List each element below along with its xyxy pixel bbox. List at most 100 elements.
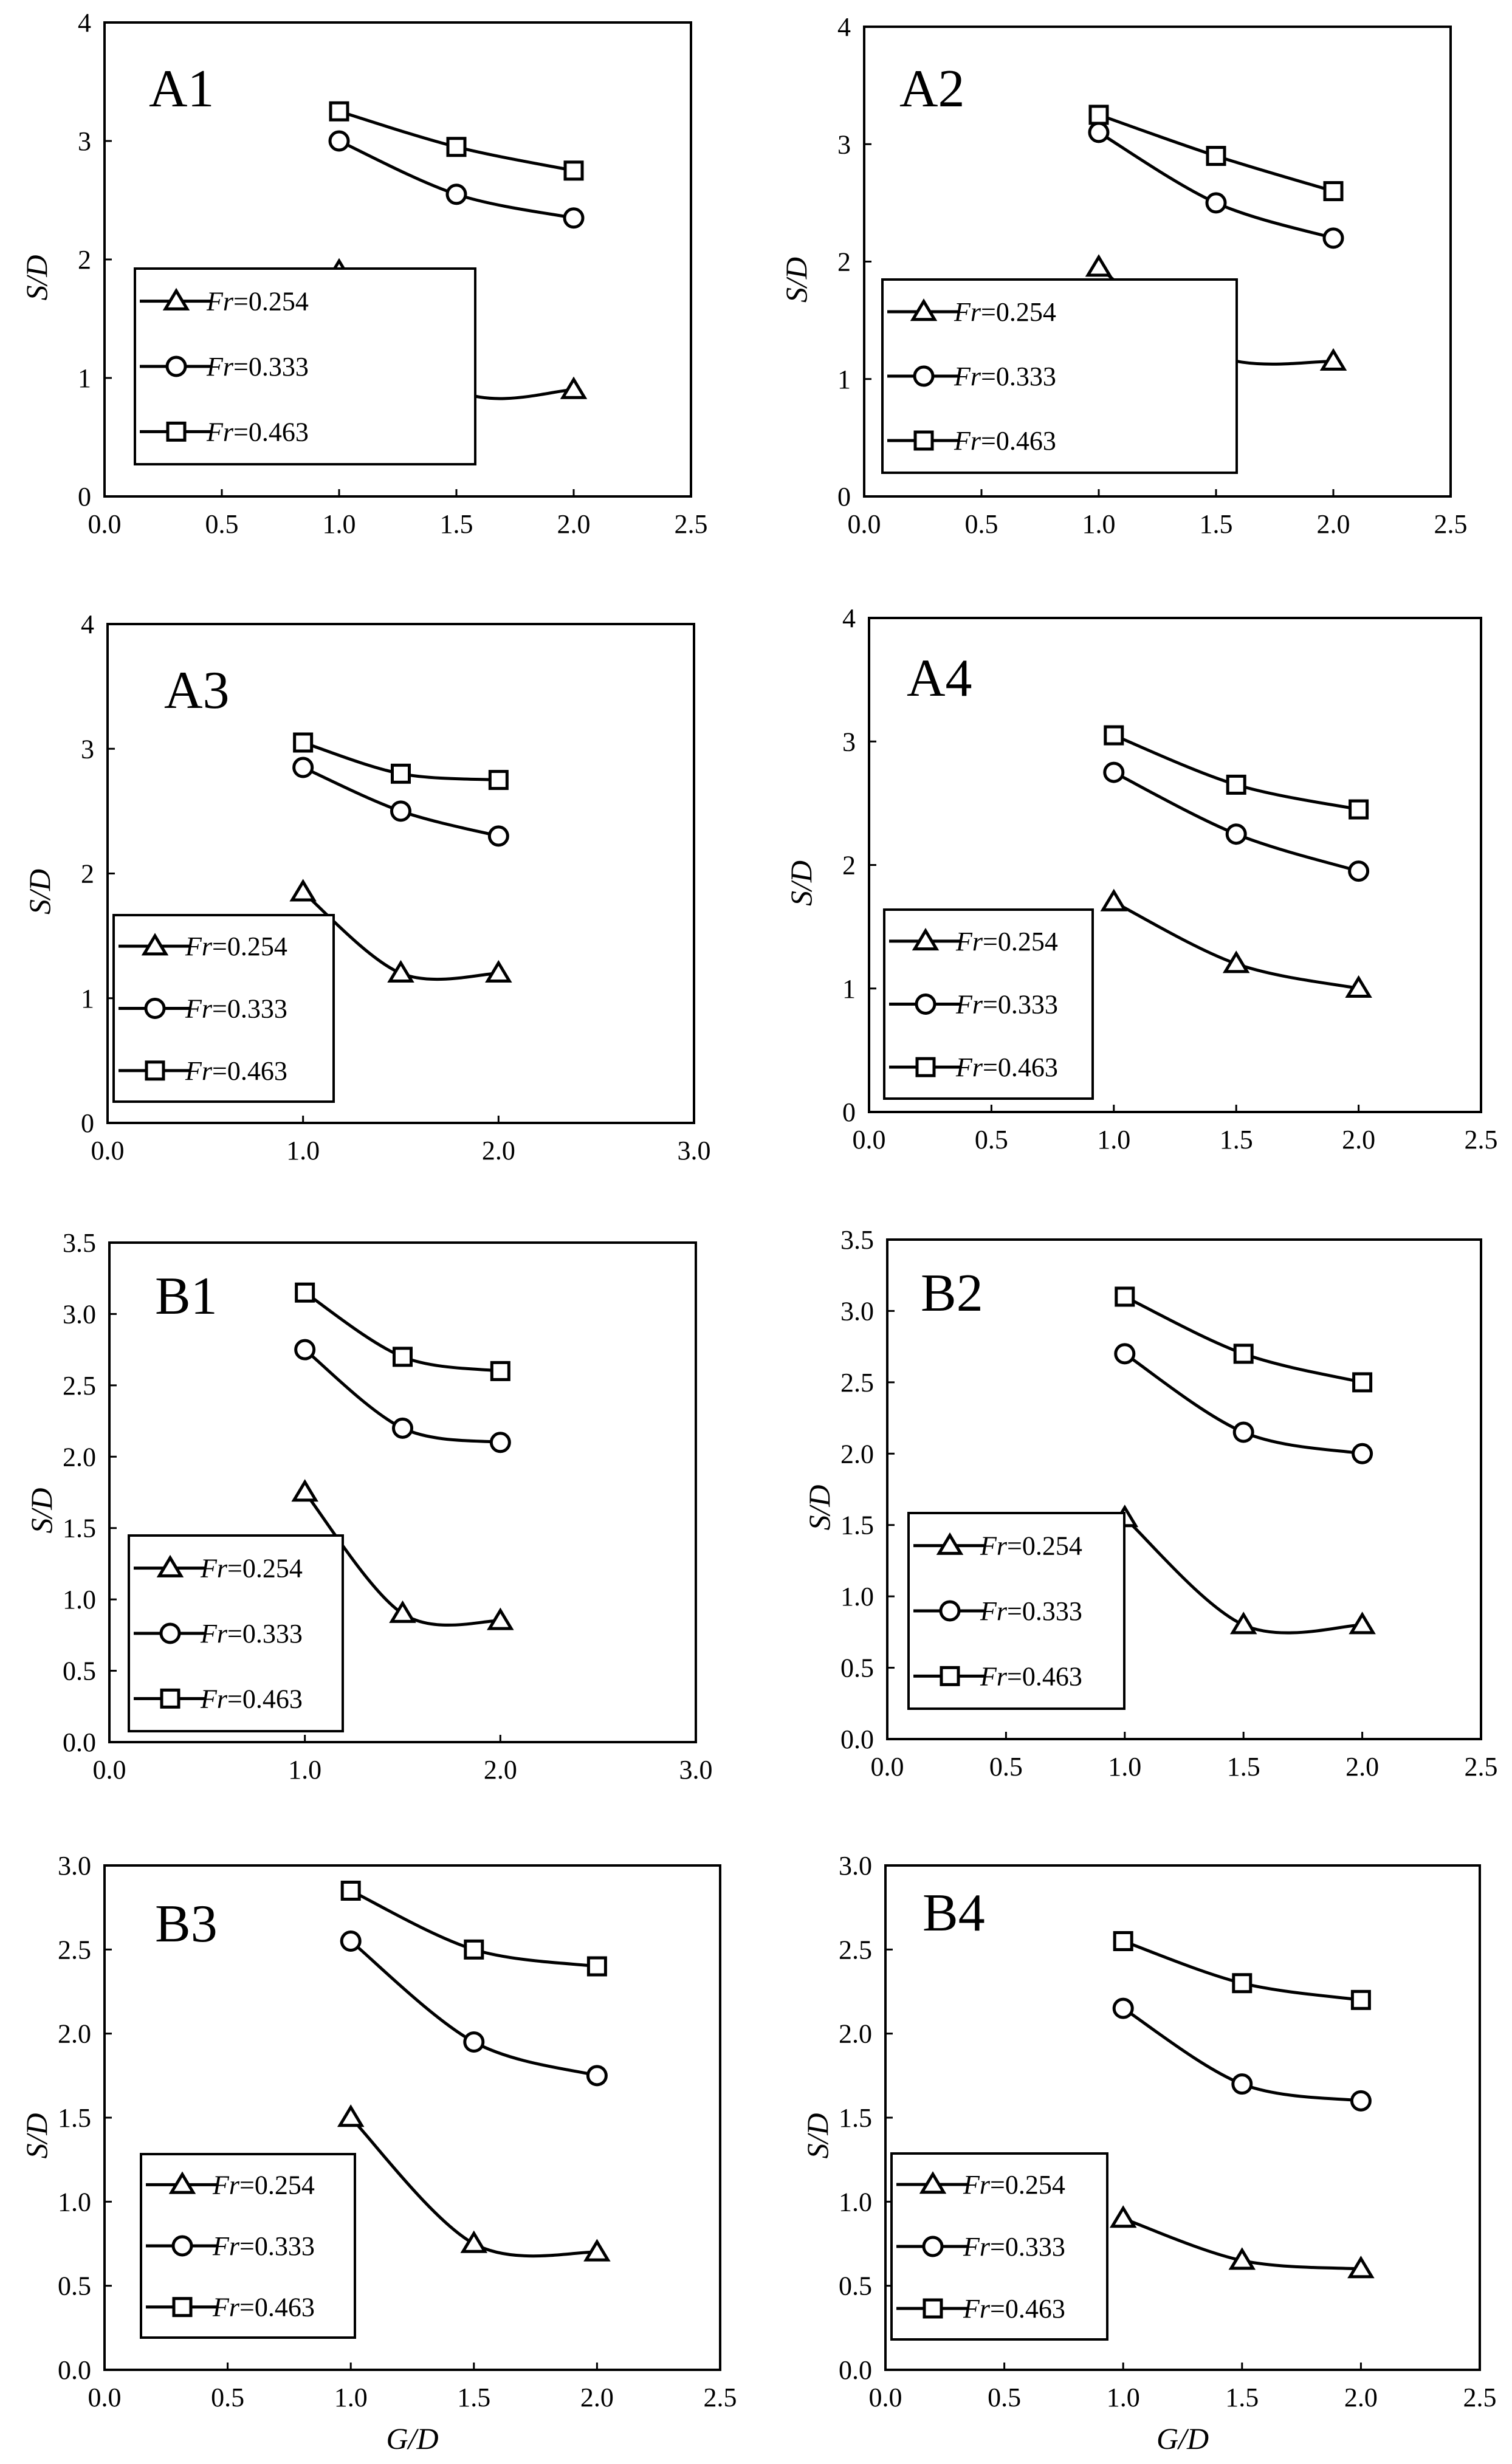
- x-tick-label: 1.0: [334, 2383, 368, 2412]
- x-tick-label: 2.0: [1317, 509, 1350, 539]
- panel-title: A3: [164, 661, 230, 720]
- y-tick-label: 1.5: [839, 2103, 872, 2133]
- legend-marker: [160, 1688, 180, 1709]
- x-tick-label: 0.0: [88, 2383, 122, 2412]
- y-tick-label: 2.5: [58, 1935, 91, 1965]
- data-point: [1352, 1372, 1373, 1393]
- x-tick-label: 0.5: [988, 2383, 1021, 2412]
- y-tick-label: 2.0: [839, 2019, 872, 2049]
- y-tick-label: 0: [78, 482, 91, 512]
- legend-marker: [922, 2236, 944, 2257]
- data-point: [489, 1432, 511, 1453]
- x-tick-label: 1.5: [1225, 2383, 1259, 2412]
- x-tick-label: 0.0: [91, 1136, 125, 1165]
- legend: Fr=0.254 Fr=0.333 Fr=0.463: [890, 2152, 1108, 2341]
- x-tick-label: 0.5: [989, 1752, 1023, 1782]
- legend-label: Fr=0.333: [185, 994, 287, 1024]
- x-tick-label: 0.0: [871, 1752, 904, 1782]
- data-point: [1347, 2256, 1375, 2279]
- y-tick-label: 3: [81, 734, 94, 764]
- data-point: [1085, 254, 1113, 277]
- x-tick-label: 2.0: [482, 1136, 515, 1165]
- legend-marker: [145, 1060, 165, 1081]
- data-point: [1113, 1931, 1133, 1951]
- legend-label: Fr=0.333: [212, 2231, 315, 2261]
- data-point: [289, 879, 317, 902]
- data-point: [1104, 725, 1124, 746]
- legend-label: Fr=0.254: [206, 287, 309, 317]
- data-point: [292, 757, 314, 778]
- data-point: [340, 1881, 361, 1901]
- y-tick-label: 2: [837, 247, 851, 277]
- legend-marker: [159, 1622, 181, 1644]
- y-tick-label: 1: [81, 984, 94, 1014]
- data-point: [391, 763, 411, 784]
- y-tick-label: 4: [837, 12, 851, 42]
- series-square: [1113, 1931, 1371, 2010]
- panel-title: A2: [899, 60, 965, 118]
- data-point: [291, 1479, 318, 1502]
- y-tick-label: 1.0: [58, 2187, 91, 2217]
- y-axis-label: S/D: [22, 869, 57, 915]
- y-tick-label: 3.5: [840, 1225, 874, 1255]
- data-point: [390, 800, 411, 822]
- data-point: [1348, 860, 1370, 882]
- y-tick-label: 3.0: [58, 1851, 91, 1881]
- x-tick-label: 0.5: [965, 509, 998, 539]
- legend-label: Fr=0.463: [200, 1684, 303, 1714]
- series-triangle: [289, 879, 512, 983]
- panel-title: B4: [923, 1884, 985, 1943]
- legend-marker: [915, 1057, 936, 1077]
- legend: Fr=0.254 Fr=0.333 Fr=0.463: [881, 278, 1238, 474]
- data-point: [328, 130, 350, 152]
- data-point: [1226, 774, 1246, 795]
- x-tick-label: 0.0: [869, 2383, 902, 2412]
- legend-marker: [940, 1666, 960, 1686]
- data-point: [389, 1600, 416, 1623]
- series-line: [1113, 733, 1359, 811]
- y-tick-label: 1.5: [63, 1514, 96, 1543]
- legend-label: Fr=0.463: [980, 1661, 1082, 1691]
- x-tick-label: 1.5: [1220, 1125, 1253, 1155]
- x-tick-label: 1.0: [1107, 2383, 1140, 2412]
- y-axis-label: S/D: [24, 1488, 58, 1534]
- y-tick-label: 0.0: [63, 1728, 96, 1757]
- y-tick-label: 0: [81, 1108, 94, 1138]
- panel-title: B3: [155, 1895, 218, 1954]
- legend-marker: [939, 1600, 961, 1622]
- x-tick-label: 3.0: [678, 1136, 711, 1165]
- legend-marker: [168, 2171, 196, 2194]
- y-tick-label: 3: [842, 727, 856, 757]
- data-point: [1100, 888, 1128, 911]
- x-tick-label: 2.5: [1463, 2383, 1497, 2412]
- legend: Fr=0.254 Fr=0.333 Fr=0.463: [883, 908, 1094, 1100]
- legend-marker: [936, 1532, 964, 1555]
- y-tick-label: 1.0: [63, 1585, 96, 1615]
- series-circle: [1112, 1997, 1372, 2112]
- y-tick-label: 0.0: [840, 1724, 874, 1754]
- data-point: [1229, 1611, 1257, 1635]
- legend-marker: [913, 430, 934, 451]
- legend-label: Fr=0.333: [954, 362, 1056, 391]
- data-point: [487, 1607, 514, 1630]
- data-point: [340, 1930, 362, 1952]
- y-tick-label: 3.0: [63, 1299, 96, 1329]
- y-tick-label: 1: [837, 365, 851, 394]
- x-tick-label: 1.5: [440, 509, 473, 539]
- legend-marker: [915, 993, 936, 1015]
- y-tick-label: 1.0: [839, 2187, 872, 2217]
- x-tick-label: 2.5: [704, 2383, 737, 2412]
- legend-label: Fr=0.333: [980, 1596, 1082, 1626]
- legend-label: Fr=0.463: [963, 2294, 1065, 2324]
- y-tick-label: 1: [78, 363, 91, 393]
- y-axis-label: S/D: [802, 1485, 836, 1531]
- data-point: [583, 2239, 611, 2262]
- series-triangle: [291, 1479, 514, 1630]
- y-tick-label: 2: [78, 245, 91, 275]
- chart-panel-b3: 0.0 0.5 1.0 1.5 2.0 2.5 3.0 0.0 0.5 1.0 1.5 2.0 2.5 S…: [19, 1851, 737, 2455]
- y-tick-label: 0: [837, 482, 851, 512]
- y-tick-label: 2: [81, 859, 94, 889]
- data-point: [487, 825, 509, 847]
- x-tick-label: 1.0: [1082, 509, 1116, 539]
- x-tick-label: 1.0: [286, 1136, 320, 1165]
